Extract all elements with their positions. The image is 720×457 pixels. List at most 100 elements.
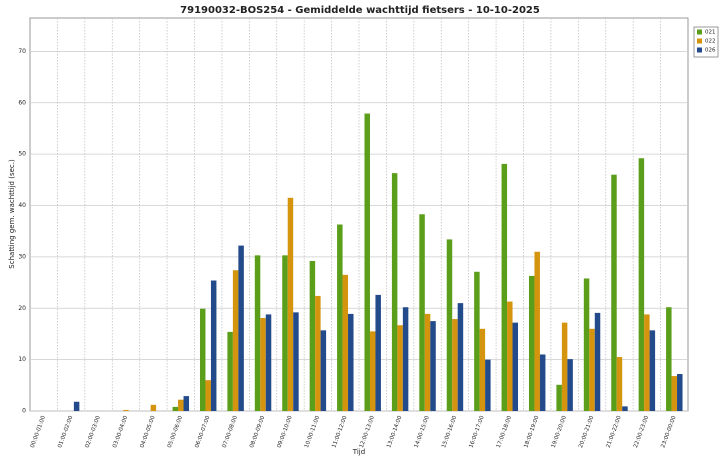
bar: [419, 214, 425, 411]
bar: [452, 319, 458, 411]
bar: [512, 322, 519, 411]
bar: [677, 374, 683, 411]
bar: [556, 384, 562, 411]
x-tick-label: 07:00-08:00: [222, 415, 239, 449]
y-tick-label: 60: [18, 99, 26, 106]
legend-label: 026: [705, 48, 716, 54]
bar: [561, 322, 568, 411]
bar: [567, 359, 573, 411]
bar: [178, 399, 184, 411]
x-tick-label: 09:00-10:00: [277, 415, 294, 449]
x-tick-label: 20:00-21:00: [578, 415, 595, 449]
bar: [507, 301, 513, 411]
x-tick-label: 15:00-16:00: [441, 415, 458, 449]
bar: [282, 255, 288, 411]
bar: [666, 307, 672, 411]
bar: [589, 328, 595, 411]
x-tick-label: 11:00-12:00: [331, 415, 348, 449]
bar: [649, 330, 656, 411]
bar: [210, 280, 217, 411]
bar: [348, 313, 354, 411]
y-tick-label: 10: [18, 356, 26, 363]
bar: [594, 312, 601, 411]
bar: [293, 312, 299, 411]
bar: [309, 260, 316, 411]
bar: [265, 314, 272, 411]
y-tick-label: 30: [18, 253, 26, 260]
bar: [457, 303, 464, 411]
x-tick-label: 03:00-04:00: [112, 415, 129, 449]
bar: [260, 318, 266, 411]
x-tick-label: 22:00-23:00: [633, 415, 650, 449]
bar: [501, 163, 508, 411]
bar: [402, 307, 409, 411]
x-tick-label: 01:00-02:00: [57, 415, 74, 449]
y-tick-label: 70: [18, 48, 26, 55]
bar: [199, 308, 206, 411]
bar: [205, 380, 211, 411]
bar: [315, 295, 321, 411]
bar: [342, 274, 349, 411]
x-tick-label: 12:00-13:00: [359, 415, 376, 449]
bar: [172, 406, 179, 411]
bar: [287, 197, 294, 411]
x-tick-label: 08:00-09:00: [249, 415, 266, 449]
bar: [611, 174, 617, 411]
bar: [254, 255, 261, 411]
bar: [337, 224, 343, 411]
bar: [397, 325, 403, 411]
legend-label: 021: [705, 30, 716, 36]
y-tick-label: 20: [18, 305, 26, 312]
x-tick-label: 18:00-19:00: [523, 415, 540, 449]
bar: [534, 251, 540, 411]
x-tick-label: 04:00-05:00: [140, 415, 157, 449]
x-tick-label: 06:00-07:00: [194, 415, 211, 449]
bar: [671, 376, 678, 411]
x-tick-label: 21:00-22:00: [606, 415, 623, 449]
x-axis-label: Tijd: [352, 448, 365, 456]
bar: [583, 278, 590, 411]
chart-title: 79190032-BOS254 - Gemiddelde wachttijd f…: [180, 5, 540, 16]
bar: [73, 401, 80, 411]
x-tick-label: 23:00-00:00: [660, 415, 677, 449]
x-tick-label: 02:00-03:00: [85, 415, 102, 449]
bar: [391, 173, 398, 411]
bar: [622, 406, 628, 411]
bar: [375, 294, 381, 411]
x-tick-label: 00:00-01:00: [30, 415, 47, 449]
bar: [616, 357, 623, 411]
legend-swatch: [697, 38, 702, 44]
y-tick-label: 0: [22, 408, 26, 415]
bar: [232, 270, 239, 411]
bar: [150, 404, 157, 411]
legend-label: 022: [705, 39, 716, 45]
bar: [320, 330, 327, 411]
bar: [369, 331, 376, 411]
legend-swatch: [697, 29, 702, 35]
x-tick-label: 16:00-17:00: [469, 415, 486, 449]
bar: [644, 314, 650, 411]
bar: [227, 331, 233, 411]
bar: [474, 271, 480, 411]
bar: [446, 239, 453, 411]
x-tick-label: 19:00-20:00: [551, 415, 568, 449]
x-tick-label: 17:00-18:00: [496, 415, 513, 449]
x-tick-label: 13:00-14:00: [386, 415, 403, 449]
x-tick-label: 14:00-15:00: [414, 415, 431, 449]
bar: [183, 396, 190, 411]
x-tick-label: 05:00-06:00: [167, 415, 184, 449]
bar: [638, 158, 645, 411]
bar: [528, 275, 535, 411]
bar: [123, 409, 129, 411]
bar: [430, 321, 436, 411]
y-tick-label: 50: [18, 151, 26, 158]
bar: [424, 313, 431, 411]
bar: [238, 245, 244, 411]
bar: [479, 328, 486, 411]
bar: [539, 354, 546, 411]
bar: [364, 113, 370, 411]
x-tick-label: 10:00-11:00: [304, 415, 321, 449]
y-tick-label: 40: [18, 202, 26, 209]
legend-swatch: [697, 47, 702, 53]
